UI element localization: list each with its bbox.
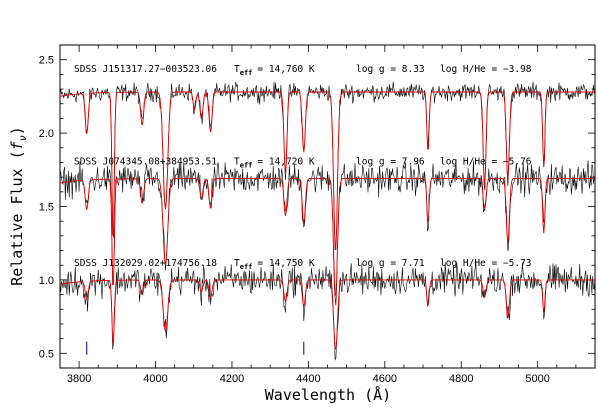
model-spectrum-1 (59, 178, 595, 296)
series-layer (59, 81, 596, 361)
observed-spectrum-1 (59, 159, 596, 306)
spectrum-label-logg: log g = 7.96 (356, 157, 425, 168)
spectrum-label-teff: Teff = 14,750 K (234, 258, 315, 271)
y-tick-label: 1.0 (39, 275, 54, 287)
spectrum-label-name: SDSS J132029.02+174756.18 (74, 258, 217, 269)
y-tick-label: 2.0 (39, 128, 54, 140)
y-tick-label: 2.5 (39, 55, 54, 67)
spectrum-label-name: SDSS J151317.27−003523.06 (74, 64, 217, 75)
spectrum-label-name: SDSS J074345.08+384953.51 (74, 157, 217, 168)
spectrum-label-hhe: log H/He = −5.73 (440, 258, 532, 269)
x-tick-label: 5000 (525, 373, 549, 385)
spectrum-label-logg: log g = 7.71 (356, 258, 425, 269)
spectrum-label-teff: Teff = 14,760 K (234, 64, 315, 77)
spectrum-label-hhe: log H/He = −3.98 (440, 64, 532, 75)
x-tick-label: 4200 (220, 373, 244, 385)
model-spectrum-0 (59, 91, 595, 250)
y-tick-label: 0.5 (39, 348, 54, 360)
line-markers (86, 341, 305, 355)
x-tick-label: 4400 (296, 373, 320, 385)
spectrum-label-hhe: log H/He = −5.76 (440, 157, 532, 168)
observed-spectrum-2 (59, 262, 596, 361)
x-axis-title: Wavelength (Å) (265, 385, 391, 404)
x-axis: 3800 4000 4200 4400 4600 4800 5000 (67, 45, 577, 385)
spectrum-label-logg: log g = 8.33 (356, 64, 425, 75)
y-tick-label: 1.5 (39, 202, 54, 214)
x-tick-label: 3800 (67, 373, 91, 385)
spectrum-labels: SDSS J151317.27−003523.06 Teff = 14,760 K l… (74, 64, 532, 271)
plot-area: 3800 4000 4200 4400 4600 4800 5000 0.5 1.0 1.5 2.… (39, 44, 596, 385)
spectrum-label-teff: Teff = 14,720 K (234, 157, 315, 170)
model-spectrum-2 (59, 279, 595, 350)
x-tick-label: 4000 (143, 373, 167, 385)
x-tick-label: 4600 (373, 373, 397, 385)
y-axis-title: Relative Flux (fν) (8, 126, 29, 286)
x-tick-label: 4800 (449, 373, 473, 385)
